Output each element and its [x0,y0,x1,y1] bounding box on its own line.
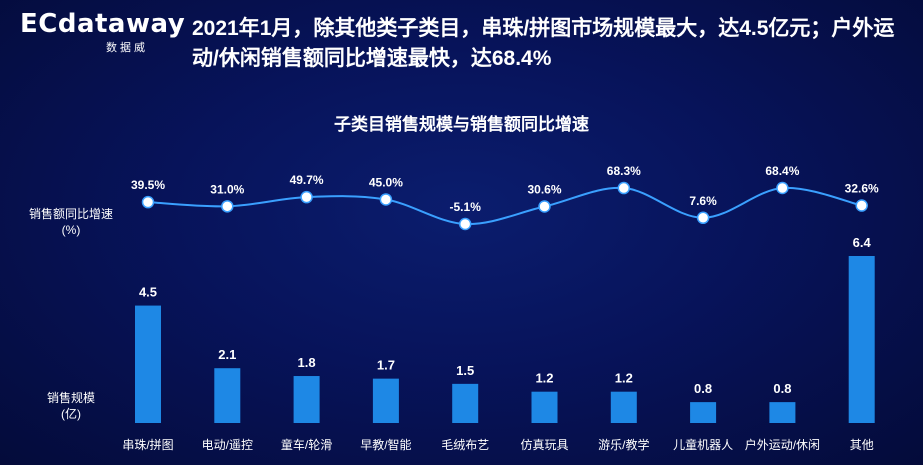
bar-value-label: 0.8 [773,381,791,396]
growth-value-label: 68.3% [607,164,641,178]
bar [214,368,241,423]
category-label: 毛绒布艺 [441,438,489,452]
growth-value-label: -5.1% [450,200,482,214]
growth-value-label: 49.7% [290,173,324,187]
category-label: 串珠/拼图 [122,438,173,452]
bar-value-label: 0.8 [694,381,712,396]
category-label: 儿童机器人 [673,437,733,452]
growth-point [379,193,393,206]
growth-point [776,181,789,195]
category-label: 电动/遥控 [202,438,253,452]
growth-value-label: 7.6% [689,194,717,208]
category-label: 游乐/教学 [598,437,649,452]
growth-point [696,211,710,225]
page-headline: 2021年1月，除其他类子类目，串珠/拼图市场规模最大，达4.5亿元；户外运动/… [192,17,895,70]
growth-point [300,190,313,204]
bar [372,378,399,423]
growth-point [617,181,631,195]
brand-logo: ECdataway 数据威 [20,9,186,55]
category-label: 童车/轮滑 [281,437,332,452]
bar-value-label: 1.2 [615,371,633,386]
category-label: 仿真玩具 [520,438,568,452]
bar-series-label: 销售规模 (亿) [26,390,116,422]
category-label: 户外运动/休闲 [745,437,820,452]
bar [690,402,717,423]
bar [848,256,875,423]
bar-value-label: 2.1 [218,347,236,362]
line-series-unit: (%) [61,223,81,237]
bar [135,305,161,423]
bar-series-name: 销售规模 [46,391,95,405]
growth-value-label: 45.0% [369,175,403,189]
bar [531,391,558,423]
bar-value-label: 1.7 [377,358,395,373]
logo-wordmark: ECdataway [20,9,186,39]
bar-value-label: 1.5 [456,363,474,378]
growth-point [221,200,234,213]
bar-value-label: 6.4 [853,235,872,250]
growth-value-label: 30.6% [527,183,561,197]
bar [610,391,637,423]
growth-point [855,199,868,212]
logo-subtitle: 数据威 [106,42,148,54]
bar [452,383,479,423]
chart-title: 子类目销售规模与销售额同比增速 [334,115,589,134]
bar-value-label: 4.5 [139,285,157,300]
category-label: 早教/智能 [360,437,411,452]
bar-value-label: 1.2 [535,371,553,386]
line-series-name: 销售额同比增速 [28,207,113,221]
growth-line [147,186,862,226]
line-series-label: 销售额同比增速 (%) [26,206,116,238]
growth-value-label: 32.6% [845,182,879,196]
growth-point [458,217,472,231]
bar [769,402,796,423]
growth-value-label: 31.0% [210,182,244,196]
bar-value-label: 1.8 [298,355,316,370]
bar [293,376,320,423]
growth-value-label: 39.5% [131,178,165,192]
category-label: 其他 [850,438,874,452]
growth-point [538,200,551,213]
growth-point [141,195,155,209]
growth-value-label: 68.4% [765,164,799,178]
bar-series-unit: (亿) [61,407,81,421]
